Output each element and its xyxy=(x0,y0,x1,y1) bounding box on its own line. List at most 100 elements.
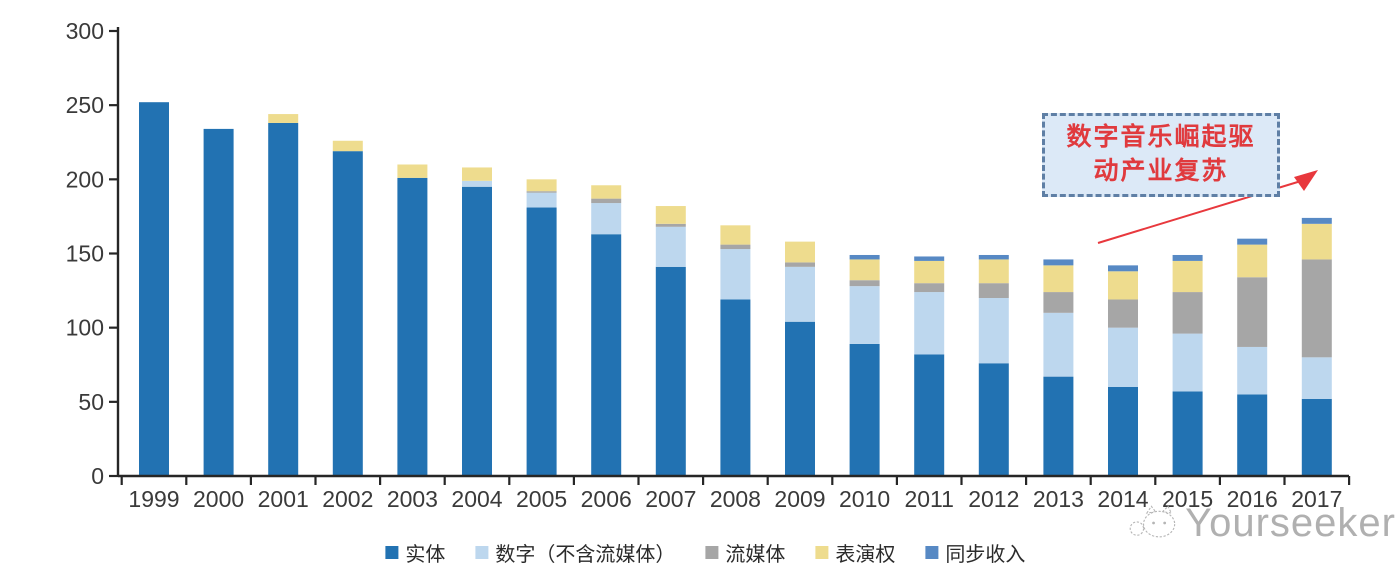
x-tick-label-2006: 2006 xyxy=(581,486,632,512)
legend-label: 流媒体 xyxy=(725,544,786,566)
bar-segment-2005-实体 xyxy=(526,207,557,476)
bar-segment-2013-流媒体 xyxy=(1043,292,1074,313)
bar-segment-2017-同步收入 xyxy=(1301,217,1332,224)
y-tick-label: 0 xyxy=(91,463,104,489)
bar-segment-2012-数字（不含流媒体） xyxy=(978,298,1009,364)
bar-segment-2004-表演权 xyxy=(462,167,492,181)
annotation-callout: 数字音乐崛起驱 动产业复苏 xyxy=(1042,113,1280,197)
bar-segment-2011-同步收入 xyxy=(914,256,945,261)
bar-segment-2000-实体 xyxy=(203,128,234,476)
legend-swatch-icon xyxy=(385,546,399,559)
bar-segment-2011-表演权 xyxy=(914,260,945,284)
legend-swatch-icon xyxy=(475,546,489,559)
x-tick-label-2015: 2015 xyxy=(1162,486,1213,512)
legend-label: 数字（不含流媒体） xyxy=(495,544,676,566)
annotation-arrowhead xyxy=(1294,170,1318,191)
bar-segment-2015-数字（不含流媒体） xyxy=(1172,333,1203,392)
bar-segment-2016-流媒体 xyxy=(1237,277,1268,347)
bar-segment-2008-表演权 xyxy=(720,225,751,245)
legend-item-实体: 实体 xyxy=(385,538,445,567)
bar-segment-2008-数字（不含流媒体） xyxy=(720,249,751,300)
bar-segment-2010-表演权 xyxy=(849,259,880,281)
x-tick-label-2010: 2010 xyxy=(839,486,890,512)
bar-segment-2003-实体 xyxy=(397,177,428,476)
bar-segment-2015-同步收入 xyxy=(1172,254,1203,261)
bar-segment-2001-表演权 xyxy=(268,114,299,123)
bar-segment-2015-流媒体 xyxy=(1172,292,1203,334)
bar-segment-2013-同步收入 xyxy=(1043,259,1074,266)
bar-segment-2011-流媒体 xyxy=(914,283,945,293)
bar-segment-2009-实体 xyxy=(785,321,815,476)
bar-segment-2017-流媒体 xyxy=(1301,259,1332,358)
bar-segment-2006-数字（不含流媒体） xyxy=(591,203,622,235)
x-tick-label-2002: 2002 xyxy=(322,486,373,512)
bar-segment-2002-实体 xyxy=(332,151,363,476)
bar-segment-2002-表演权 xyxy=(332,140,363,152)
legend-item-同步收入: 同步收入 xyxy=(925,538,1025,567)
x-tick-label-2017: 2017 xyxy=(1291,486,1342,512)
legend-label: 实体 xyxy=(405,544,446,566)
x-tick-label-2008: 2008 xyxy=(710,486,761,512)
x-tick-label-1999: 1999 xyxy=(128,486,179,512)
bar-segment-2006-实体 xyxy=(591,234,622,476)
bar-segment-2001-实体 xyxy=(268,122,299,476)
x-tick-label-2016: 2016 xyxy=(1227,486,1278,512)
annotation-line-1: 数字音乐崛起驱 xyxy=(1066,123,1256,152)
bar-segment-2004-数字（不含流媒体） xyxy=(462,180,492,187)
x-tick-label-2012: 2012 xyxy=(968,486,1019,512)
bar-segment-2012-表演权 xyxy=(978,259,1009,284)
legend-item-表演权: 表演权 xyxy=(815,538,895,567)
y-tick-label: 200 xyxy=(66,166,104,192)
bar-segment-2012-实体 xyxy=(978,363,1009,476)
bar-segment-2017-表演权 xyxy=(1301,223,1332,260)
bar-segment-2014-流媒体 xyxy=(1108,299,1138,328)
bar-segment-2016-表演权 xyxy=(1237,244,1268,278)
bar-segment-2007-流媒体 xyxy=(655,223,686,227)
bar-segment-2017-实体 xyxy=(1301,398,1332,476)
bar-segment-2013-数字（不含流媒体） xyxy=(1043,312,1074,377)
bar-segment-2005-流媒体 xyxy=(526,191,557,193)
x-tick-label-2000: 2000 xyxy=(193,486,244,512)
bar-segment-1999-实体 xyxy=(139,102,169,476)
legend-label: 同步收入 xyxy=(945,544,1026,566)
bar-segment-2010-流媒体 xyxy=(849,280,880,287)
bar-segment-2017-数字（不含流媒体） xyxy=(1301,357,1332,399)
x-tick-label-2005: 2005 xyxy=(516,486,567,512)
y-tick-label: 300 xyxy=(66,18,104,44)
bar-segment-2005-表演权 xyxy=(526,179,557,192)
bar-segment-2016-实体 xyxy=(1237,394,1268,476)
bar-segment-2016-同步收入 xyxy=(1237,238,1268,245)
chart-legend: 实体 数字（不含流媒体） 流媒体 表演权 同步收入 xyxy=(385,538,1025,567)
y-tick-label: 100 xyxy=(66,315,104,341)
legend-swatch-icon xyxy=(925,546,939,559)
x-tick-label-2001: 2001 xyxy=(258,486,309,512)
bar-segment-2014-实体 xyxy=(1108,387,1138,476)
annotation-line-2: 动产业复苏 xyxy=(1093,157,1229,185)
x-tick-label-2013: 2013 xyxy=(1033,486,1084,512)
x-tick-label-2007: 2007 xyxy=(645,486,696,512)
bar-segment-2004-实体 xyxy=(462,186,492,476)
bar-segment-2011-数字（不含流媒体） xyxy=(914,292,945,355)
legend-item-流媒体: 流媒体 xyxy=(705,538,785,567)
bar-segment-2010-数字（不含流媒体） xyxy=(849,286,880,344)
bar-segment-2016-数字（不含流媒体） xyxy=(1237,346,1268,395)
bar-segment-2008-实体 xyxy=(720,299,751,476)
bar-segment-2007-数字（不含流媒体） xyxy=(655,226,686,267)
x-tick-label-2003: 2003 xyxy=(387,486,438,512)
bar-segment-2010-实体 xyxy=(849,343,880,476)
legend-label: 表演权 xyxy=(835,544,896,566)
bar-segment-2014-数字（不含流媒体） xyxy=(1108,327,1138,387)
bar-segment-2014-表演权 xyxy=(1108,271,1138,300)
bar-segment-2006-流媒体 xyxy=(591,198,622,204)
y-tick-label: 250 xyxy=(66,92,104,118)
bar-segment-2009-流媒体 xyxy=(785,262,815,267)
bar-segment-2006-表演权 xyxy=(591,185,622,199)
bar-segment-2003-表演权 xyxy=(397,164,428,178)
legend-item-数字（不含流媒体）: 数字（不含流媒体） xyxy=(475,538,675,567)
bar-segment-2014-同步收入 xyxy=(1108,265,1138,272)
x-tick-label-2004: 2004 xyxy=(451,486,502,512)
bar-segment-2010-同步收入 xyxy=(849,254,880,260)
y-tick-label: 50 xyxy=(78,389,104,415)
